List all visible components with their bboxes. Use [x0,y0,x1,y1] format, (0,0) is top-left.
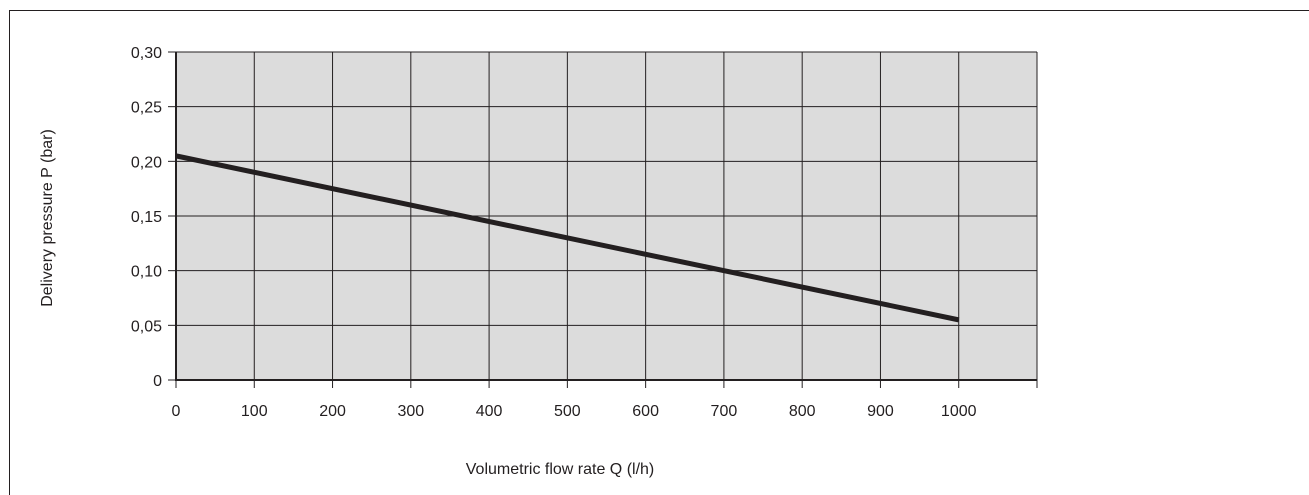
grid-lines [176,51,1038,380]
y-tick-label: 0,30 [131,45,162,62]
x-tick-label: 600 [632,403,659,420]
x-tick-label: 1000 [941,403,977,420]
y-axis-title: Delivery pressure P (bar) [39,129,56,307]
x-tick-label: 100 [241,403,268,420]
x-tick-label: 400 [476,403,503,420]
y-tick-label: 0,15 [131,209,162,226]
series-line-1 [175,153,960,323]
y-tick-label: 0,05 [131,318,162,335]
y-axis-ticks: 0 0,05 0,10 0,15 0,20 0,25 0,30 [131,45,176,390]
y-tick-label: 0 [153,373,162,390]
x-tick-label: 300 [397,403,424,420]
series-layer [175,153,960,323]
x-tick-label: 900 [867,403,894,420]
x-tick-label: 700 [711,403,738,420]
y-tick-label: 0,10 [131,264,162,281]
x-axis-ticks: 0 100 200 300 400 500 600 700 800 900 1000 [172,380,1038,420]
x-axis-title: Volumetric flow rate Q (l/h) [466,461,655,478]
y-tick-label: 0,20 [131,154,162,171]
y-tick-label: 0,25 [131,100,162,117]
x-tick-label: 200 [319,403,346,420]
chart-frame [9,10,1309,495]
x-tick-label: 800 [789,403,816,420]
x-tick-label: 500 [554,403,581,420]
x-tick-label: 0 [172,403,181,420]
